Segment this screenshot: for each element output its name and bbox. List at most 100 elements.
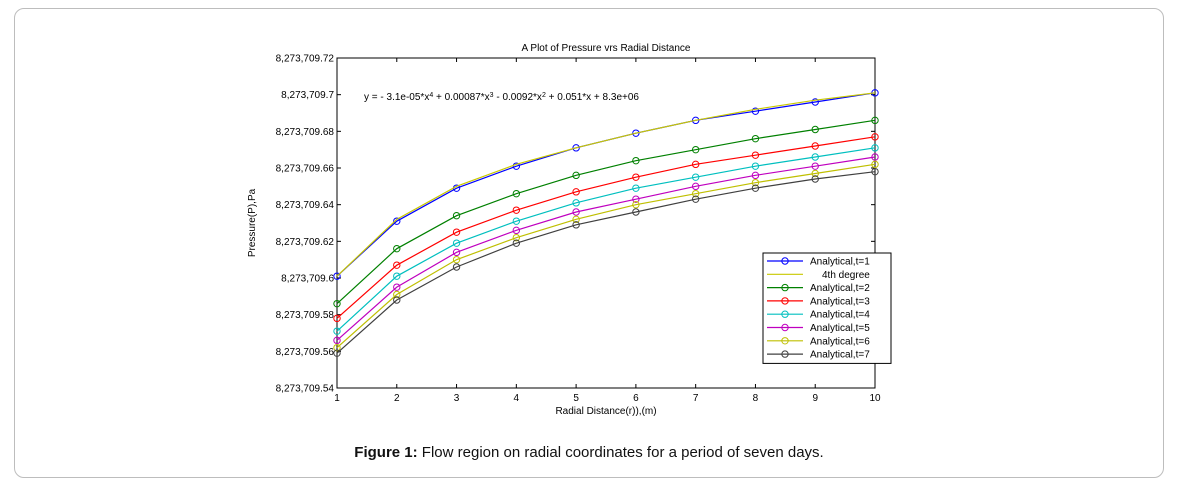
series-line (336, 147, 876, 332)
x-tick-label: 4 (514, 393, 520, 404)
series-point (751, 151, 760, 159)
series-point (751, 162, 760, 170)
series-point (393, 261, 401, 269)
series-point (452, 211, 461, 220)
y-tick-label: 8,273,709.58 (276, 310, 335, 321)
series-line (336, 156, 876, 341)
series-point (512, 226, 521, 235)
caption-label: Figure 1: (354, 444, 418, 461)
x-tick-label: 7 (693, 393, 699, 404)
series-point (632, 200, 640, 209)
x-tick-label: 9 (812, 393, 818, 404)
fit-equation-term: - 0.0092*x (494, 92, 542, 103)
x-tick-label: 6 (633, 393, 639, 404)
series-point (871, 133, 879, 141)
series-point (393, 283, 401, 291)
series-point (333, 336, 341, 345)
series-point (512, 217, 521, 225)
plot-layer: 1 2 3 4 5 6 7 8 9 10 8,273,709.54 8,273,709.56 8,273… (247, 43, 892, 417)
series-point (811, 142, 819, 150)
legend-marker (781, 350, 789, 358)
series-point (811, 162, 819, 170)
series-point (572, 188, 580, 196)
series-point (393, 296, 401, 304)
legend-label: Analytical,t=1 (810, 257, 870, 268)
fit-equation-exponent: 4 (429, 92, 433, 99)
series-point (572, 199, 580, 207)
series-point (632, 184, 640, 192)
series-point (751, 107, 760, 115)
series-line (336, 119, 876, 305)
y-tick-label: 8,273,709.54 (276, 384, 335, 395)
x-tick-label: 10 (869, 393, 881, 404)
series-point (572, 215, 580, 224)
series-line (336, 136, 876, 319)
chart-title: A Plot of Pressure vrs Radial Distance (522, 43, 691, 54)
series-point (333, 327, 341, 335)
series-point (452, 228, 461, 236)
series-point (393, 217, 401, 225)
legend-marker (781, 310, 789, 318)
series-point (393, 290, 401, 299)
legend-marker (781, 297, 789, 305)
x-axis-label: Radial Distance(r)),(m) (555, 406, 656, 417)
series-point (811, 125, 819, 134)
y-tick-label: 8,273,709.68 (276, 127, 335, 138)
series-point (751, 178, 760, 187)
series-point (333, 299, 341, 308)
series-point (632, 195, 640, 203)
series-point (751, 171, 760, 180)
y-tick-label: 8,273,709.66 (276, 164, 335, 175)
pressure-chart: 1 2 3 4 5 6 7 8 9 10 8,273,709.54 8,273,709.56 8,273… (247, 43, 892, 417)
series-point (871, 144, 879, 152)
series-point (811, 175, 819, 183)
series-point (333, 272, 341, 280)
series-point (691, 189, 700, 198)
series-point (572, 221, 580, 229)
series-point (393, 244, 401, 253)
series-point (512, 233, 521, 242)
series-point (512, 239, 521, 247)
legend-label: Analytical,t=5 (810, 323, 870, 334)
series-point (691, 182, 700, 191)
series-point (632, 173, 640, 181)
y-tick-label: 8,273,709.64 (276, 200, 335, 211)
fit-equation-exponent: 2 (542, 92, 546, 99)
series-point (811, 98, 819, 106)
series-point (333, 314, 341, 323)
series-point (811, 169, 819, 178)
series-point (452, 255, 461, 264)
legend-label: Analytical,t=2 (810, 283, 870, 294)
x-tick-label: 8 (753, 393, 759, 404)
series-point (632, 156, 640, 165)
series-point (691, 195, 700, 203)
series-point (333, 349, 341, 357)
legend-marker (781, 337, 789, 345)
y-axis-label: Pressure(P),Pa (247, 188, 258, 257)
series-point (871, 167, 879, 176)
series-point (691, 145, 700, 154)
series-point (512, 206, 521, 214)
series-line (336, 171, 876, 354)
series-point (512, 162, 521, 170)
legend-marker (781, 323, 789, 332)
legend-label: Analytical,t=4 (810, 310, 870, 321)
series-point (691, 173, 700, 181)
series-point (811, 153, 819, 161)
series-point (452, 248, 461, 257)
series-point (393, 272, 401, 280)
series-line (336, 163, 876, 349)
series-point (871, 160, 879, 169)
x-tick-label: 3 (454, 393, 460, 404)
series-line (336, 92, 876, 277)
y-tick-label: 8,273,709.72 (276, 54, 335, 65)
x-tick-label: 5 (573, 393, 579, 404)
legend-box (762, 252, 892, 364)
x-tick-label: 1 (334, 393, 340, 404)
fit-equation-exponent: 3 (490, 92, 494, 99)
series-point (751, 134, 760, 143)
series-point (512, 189, 521, 198)
x-tick-label: 2 (394, 393, 400, 404)
fit-equation-term: + 0.051*x + 8.3e+06 (546, 92, 640, 103)
legend-marker (781, 283, 789, 292)
